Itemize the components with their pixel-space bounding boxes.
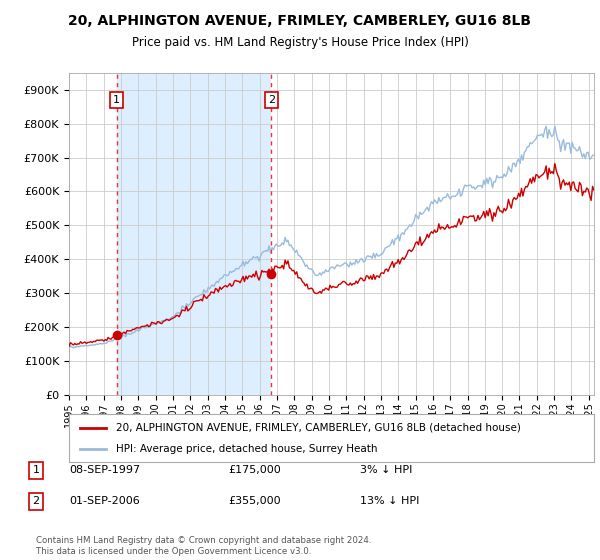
Text: 2: 2 <box>268 95 275 105</box>
Text: 08-SEP-1997: 08-SEP-1997 <box>69 465 140 475</box>
Text: 2: 2 <box>32 496 40 506</box>
Text: 3% ↓ HPI: 3% ↓ HPI <box>360 465 412 475</box>
Text: 13% ↓ HPI: 13% ↓ HPI <box>360 496 419 506</box>
Bar <box>116 73 271 395</box>
Text: 1: 1 <box>32 465 40 475</box>
Text: Contains HM Land Registry data © Crown copyright and database right 2024.
This d: Contains HM Land Registry data © Crown c… <box>36 536 371 556</box>
Text: £175,000: £175,000 <box>228 465 281 475</box>
Text: £355,000: £355,000 <box>228 496 281 506</box>
Text: Price paid vs. HM Land Registry's House Price Index (HPI): Price paid vs. HM Land Registry's House … <box>131 36 469 49</box>
Text: 1: 1 <box>113 95 120 105</box>
Text: 20, ALPHINGTON AVENUE, FRIMLEY, CAMBERLEY, GU16 8LB: 20, ALPHINGTON AVENUE, FRIMLEY, CAMBERLE… <box>68 14 532 28</box>
Text: 01-SEP-2006: 01-SEP-2006 <box>69 496 140 506</box>
Text: HPI: Average price, detached house, Surrey Heath: HPI: Average price, detached house, Surr… <box>116 444 378 454</box>
Text: 20, ALPHINGTON AVENUE, FRIMLEY, CAMBERLEY, GU16 8LB (detached house): 20, ALPHINGTON AVENUE, FRIMLEY, CAMBERLE… <box>116 423 521 433</box>
